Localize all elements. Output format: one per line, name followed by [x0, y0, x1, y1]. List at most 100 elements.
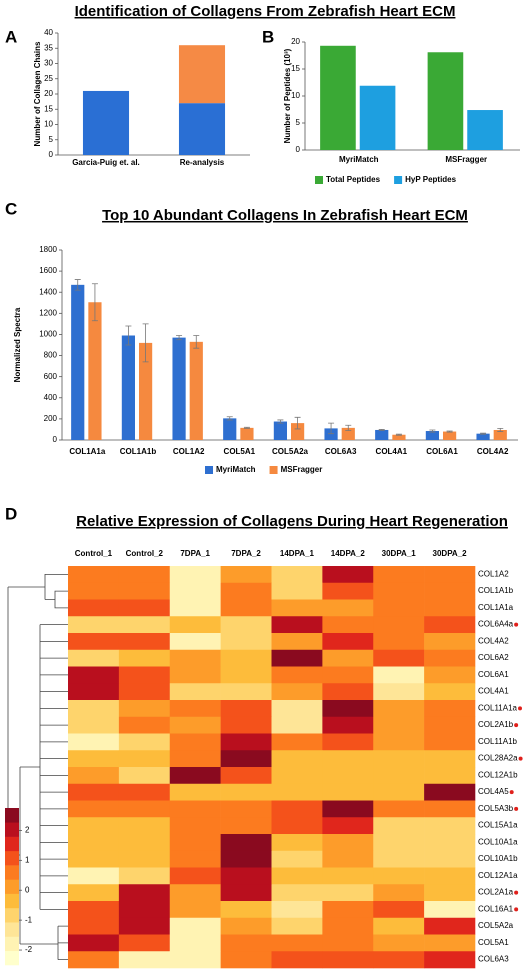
heatmap-cell	[424, 884, 476, 902]
heatmap-cell	[373, 867, 425, 885]
heatmap-cell	[424, 901, 476, 919]
x-tick-label: COL5A2a	[272, 447, 309, 456]
heatmap-cell	[68, 767, 120, 785]
y-tick-label: 1400	[39, 287, 57, 296]
heatmap-cell	[424, 750, 476, 768]
bar	[273, 421, 287, 440]
heatmap-cell	[68, 716, 120, 734]
heatmap-cell	[68, 800, 120, 818]
row-dendrogram	[7, 574, 68, 960]
row-label: COL6A3	[478, 955, 509, 964]
heatmap-cell	[424, 733, 476, 751]
heatmap-cell	[271, 884, 323, 902]
error-bar	[74, 279, 81, 291]
heatmap-cell	[271, 566, 323, 584]
heatmap-cell	[68, 649, 120, 667]
bar	[88, 302, 102, 440]
bar	[172, 337, 186, 440]
column-label: 30DPA_1	[382, 549, 417, 558]
x-tick-label: COL1A1a	[69, 447, 106, 456]
heatmap-cell	[322, 917, 374, 935]
heatmap-cell	[271, 800, 323, 818]
heatmap-cell	[271, 934, 323, 952]
heatmap-cell	[373, 566, 425, 584]
heatmap-cell	[271, 817, 323, 835]
y-tick-label: 1600	[39, 266, 57, 275]
heatmap-cell	[322, 683, 374, 701]
x-tick-label: Re-analysis	[180, 158, 225, 167]
row-marker	[514, 806, 519, 811]
y-tick-label: 1800	[39, 245, 57, 254]
heatmap-cell	[373, 700, 425, 718]
bar	[476, 433, 490, 440]
row-label: COL28A2a	[478, 754, 518, 763]
error-bar	[328, 422, 335, 435]
error-bar	[142, 323, 149, 363]
row-label: COL1A1a	[478, 603, 514, 612]
heatmap-cell	[169, 767, 221, 785]
heatmap-cell	[373, 716, 425, 734]
row-marker	[509, 790, 514, 795]
heatmap-cell	[373, 767, 425, 785]
legend-label: Total Peptides	[326, 175, 381, 184]
heatmap-cell	[169, 901, 221, 919]
panel-label: C	[5, 199, 17, 218]
y-tick-label: 200	[44, 414, 58, 423]
figure-title: Identification of Collagens From Zebrafi…	[75, 3, 456, 20]
heatmap-cell	[322, 934, 374, 952]
heatmap-cell	[373, 666, 425, 684]
heatmap-cell	[424, 700, 476, 718]
heatmap-cell	[322, 582, 374, 600]
heatmap-cell	[373, 817, 425, 835]
heatmap-cell	[424, 566, 476, 584]
heatmap-cell	[424, 917, 476, 935]
heatmap-cell	[424, 633, 476, 651]
column-label: Control_1	[75, 549, 113, 558]
colorbar-swatch	[5, 893, 19, 909]
bar	[139, 342, 153, 440]
heatmap-cell	[322, 716, 374, 734]
row-marker	[514, 723, 519, 728]
heatmap-cell	[373, 850, 425, 868]
heatmap-cell	[68, 733, 120, 751]
y-tick-label: 0	[53, 435, 58, 444]
error-bar	[91, 283, 98, 322]
heatmap-cell	[118, 716, 171, 734]
heatmap-cell	[322, 884, 374, 902]
heatmap-cell	[220, 783, 272, 801]
error-bar	[395, 433, 402, 436]
colorbar-tick-label: 1	[25, 855, 30, 864]
y-tick-label: 0	[49, 150, 54, 159]
heatmap-cell	[220, 850, 272, 868]
heatmap-cell	[424, 934, 476, 952]
heatmap-cell	[220, 683, 272, 701]
y-tick-label: 35	[44, 43, 53, 52]
heatmap-cell	[118, 616, 171, 634]
heatmap-cell	[169, 750, 221, 768]
column-label: 14DPA_2	[331, 549, 366, 558]
row-label: COL11A1b	[478, 737, 518, 746]
y-tick-label: 5	[296, 118, 301, 127]
y-tick-label: 400	[44, 393, 58, 402]
heatmap-cell	[373, 834, 425, 852]
y-tick-label: 800	[44, 351, 58, 360]
error-bar	[345, 424, 352, 431]
heatmap-cell	[322, 666, 374, 684]
heatmap-cell	[68, 783, 120, 801]
x-tick-label: COL1A2	[173, 447, 205, 456]
heatmap-cell	[118, 783, 171, 801]
heatmap-cell	[322, 901, 374, 919]
heatmap-cell	[169, 700, 221, 718]
heatmap-cell	[169, 934, 221, 952]
heatmap-cell	[373, 783, 425, 801]
heatmap-cell	[373, 649, 425, 667]
heatmap-cell	[169, 683, 221, 701]
bar	[291, 423, 305, 440]
error-bar	[429, 429, 436, 433]
heatmap-cell	[322, 649, 374, 667]
heatmap-cell	[271, 616, 323, 634]
bar	[71, 284, 85, 440]
heatmap-cell	[271, 599, 323, 617]
heatmap-cell	[68, 566, 120, 584]
heatmap-cell	[424, 867, 476, 885]
